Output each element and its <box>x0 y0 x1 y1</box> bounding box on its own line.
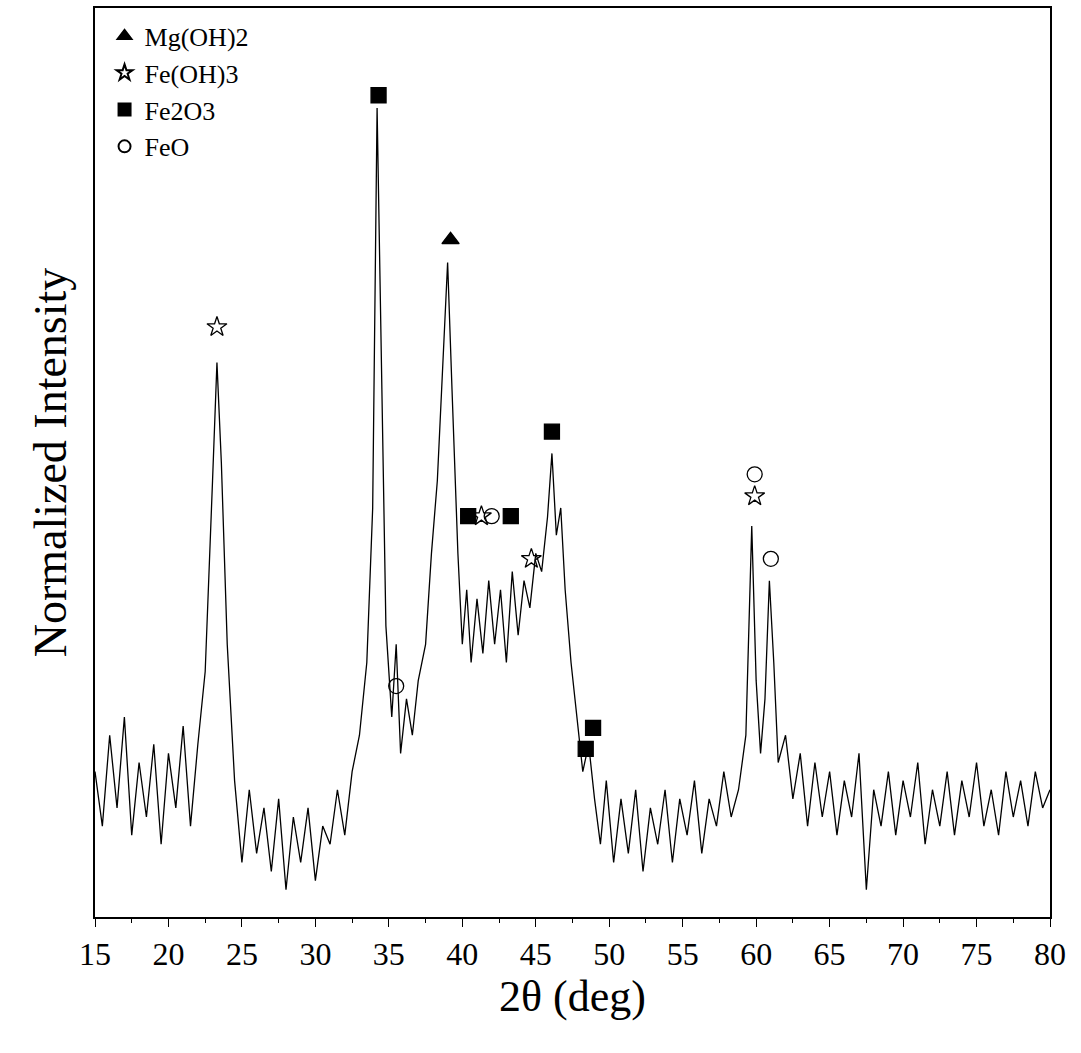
svg-text:65: 65 <box>814 936 846 972</box>
svg-text:60: 60 <box>740 936 772 972</box>
svg-text:30: 30 <box>299 936 331 972</box>
svg-text:Fe(OH)3: Fe(OH)3 <box>145 60 239 89</box>
svg-text:75: 75 <box>961 936 993 972</box>
svg-text:55: 55 <box>667 936 699 972</box>
svg-text:Mg(OH)2: Mg(OH)2 <box>145 23 249 52</box>
svg-text:20: 20 <box>152 936 184 972</box>
svg-text:Normalized Intensity: Normalized Intensity <box>25 268 76 658</box>
svg-text:50: 50 <box>593 936 625 972</box>
svg-text:35: 35 <box>373 936 405 972</box>
svg-text:FeO: FeO <box>145 133 190 162</box>
svg-text:40: 40 <box>446 936 478 972</box>
svg-text:70: 70 <box>887 936 919 972</box>
svg-text:Fe2O3: Fe2O3 <box>145 97 216 126</box>
svg-text:15: 15 <box>79 936 111 972</box>
svg-text:45: 45 <box>520 936 552 972</box>
svg-text:2θ (deg): 2θ (deg) <box>499 972 646 1021</box>
svg-text:25: 25 <box>226 936 258 972</box>
svg-text:80: 80 <box>1034 936 1066 972</box>
